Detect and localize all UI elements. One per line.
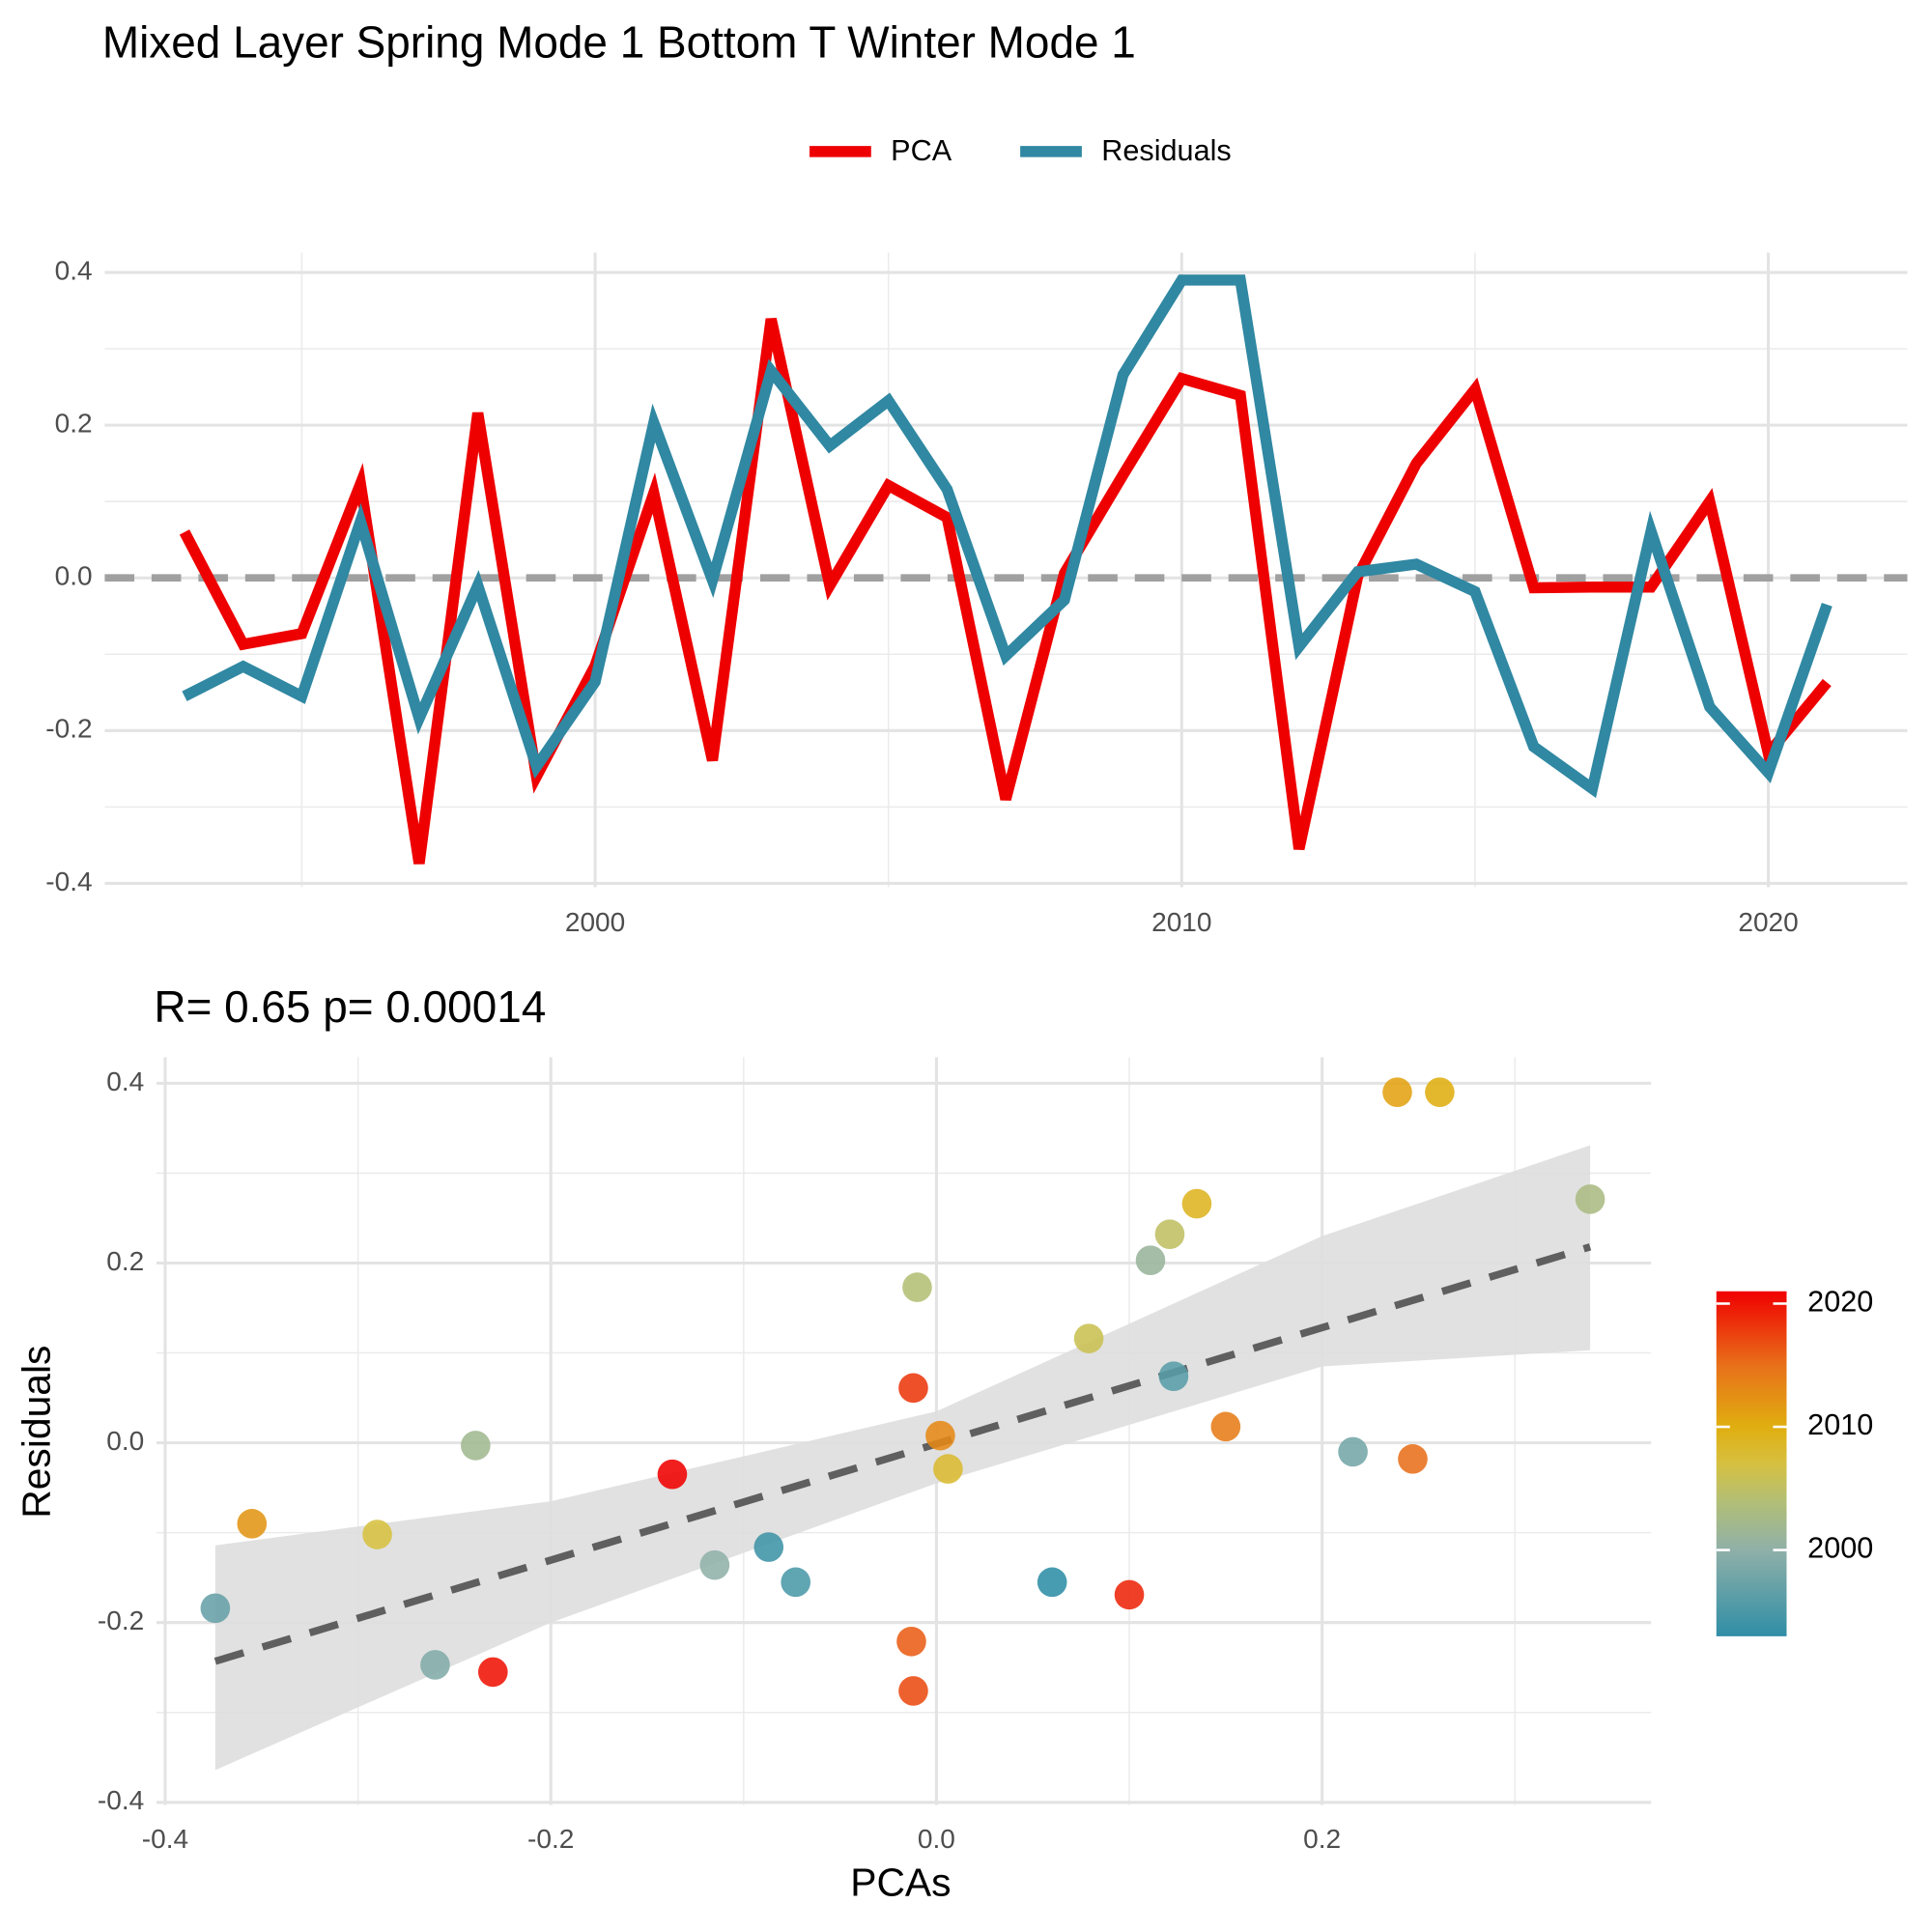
scatter-point [1382,1077,1412,1107]
y-tick-label: 0.0 [55,561,93,591]
scatter-point [925,1420,955,1451]
scatter-title: R= 0.65 p= 0.00014 [154,981,546,1032]
x-tick-label: 2000 [565,907,625,937]
scatter-point [1181,1188,1212,1219]
x-tick-label: 0.0 [918,1824,955,1854]
x-axis-label: PCAs [850,1860,951,1904]
scatter-point [1154,1219,1185,1250]
scatter-point [478,1657,508,1688]
x-tick-label: -0.2 [527,1824,574,1854]
x-tick-label: -0.4 [142,1824,188,1854]
scatter-point [933,1454,963,1484]
y-tick-label: -0.4 [98,1785,144,1815]
data-line [182,274,1833,799]
scatter-point [1073,1323,1104,1353]
scatter-point [420,1650,450,1680]
scatter-point [237,1509,268,1539]
scatter-point [781,1567,811,1598]
scatter-point [753,1532,784,1562]
y-tick-label: 0.4 [55,255,93,285]
scatter-point [1575,1184,1605,1214]
scatter-point [461,1431,491,1461]
x-tick-label: 2010 [1151,907,1211,937]
colorbar-label: 2010 [1807,1408,1873,1441]
y-tick-label: 0.2 [106,1246,144,1276]
legend-label: PCA [891,134,952,167]
colorbar-label: 2000 [1807,1532,1873,1565]
y-axis-label: Residuals [14,1346,59,1519]
scatter-point [898,1373,928,1404]
scatter-point [362,1520,392,1549]
scatter-point [1158,1361,1189,1392]
scatter-point [1398,1444,1428,1474]
y-tick-label: 0.2 [55,409,93,439]
scatter-point [902,1272,932,1302]
fit-line [213,1243,1592,1665]
scatter-point [699,1549,730,1580]
scatter-point [898,1676,928,1706]
y-tick-label: -0.4 [45,867,92,896]
scatter-point [1037,1567,1067,1598]
scatter-point [200,1593,231,1624]
y-tick-label: -0.2 [45,714,92,744]
y-tick-label: -0.2 [98,1605,144,1635]
y-tick-label: 0.0 [106,1426,144,1456]
colorbar [1716,1291,1787,1636]
scatter-point [1338,1436,1368,1467]
scatter-point [896,1626,926,1657]
chart-title: Mixed Layer Spring Mode 1 Bottom T Winte… [102,16,1136,67]
legend-label: Residuals [1101,134,1231,167]
colorbar-label: 2020 [1807,1286,1873,1319]
scatter-point [1114,1579,1145,1610]
scatter-point [1425,1077,1455,1107]
x-tick-label: 2020 [1738,907,1798,937]
y-tick-label: 0.4 [106,1066,144,1096]
data-line [179,318,1832,865]
scatter-point [657,1459,688,1490]
scatter-point [1210,1411,1241,1442]
scatter-point [1135,1245,1166,1276]
x-tick-label: 0.2 [1303,1824,1341,1854]
